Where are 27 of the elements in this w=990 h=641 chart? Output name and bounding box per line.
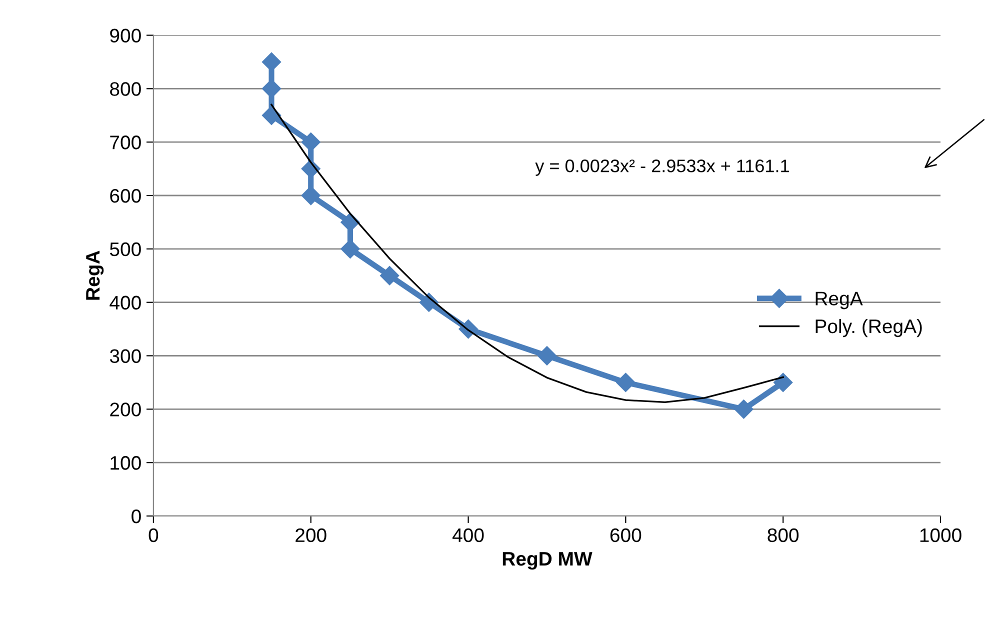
legend-label: Poly. (RegA) <box>816 318 922 338</box>
x-tick-label: 0 <box>148 528 158 542</box>
y-tick-label: 200 <box>110 402 141 416</box>
y-tick-label: 0 <box>132 509 141 524</box>
y-axis-title: RegA <box>86 250 104 300</box>
point <box>537 346 557 366</box>
annotation: y = 0.0023x² - 2.9533x + 1161.1 <box>535 160 789 176</box>
y-tick-label: 800 <box>110 82 141 96</box>
legend-label: RegA <box>816 292 863 310</box>
x-tick-label: 400 <box>452 528 484 542</box>
point <box>380 266 400 286</box>
y-tick-label: 600 <box>110 188 141 203</box>
x-axis-title: RegD MW <box>502 552 592 570</box>
point <box>774 372 793 392</box>
y-tick-label: 700 <box>110 136 141 150</box>
y-tick-label: 100 <box>110 456 141 470</box>
x-tick-label: 800 <box>768 528 799 542</box>
y-tick-label: 400 <box>110 296 141 310</box>
point <box>616 372 636 392</box>
y-tick-label: 500 <box>110 242 141 256</box>
point <box>262 52 282 72</box>
point <box>734 400 754 419</box>
y-tick-label: 900 <box>110 28 141 42</box>
x-tick-label: 600 <box>610 528 642 542</box>
x-tick-label: 1000 <box>920 528 962 542</box>
y-tick-label: 300 <box>110 349 141 363</box>
x-tick-label: 200 <box>296 528 326 542</box>
